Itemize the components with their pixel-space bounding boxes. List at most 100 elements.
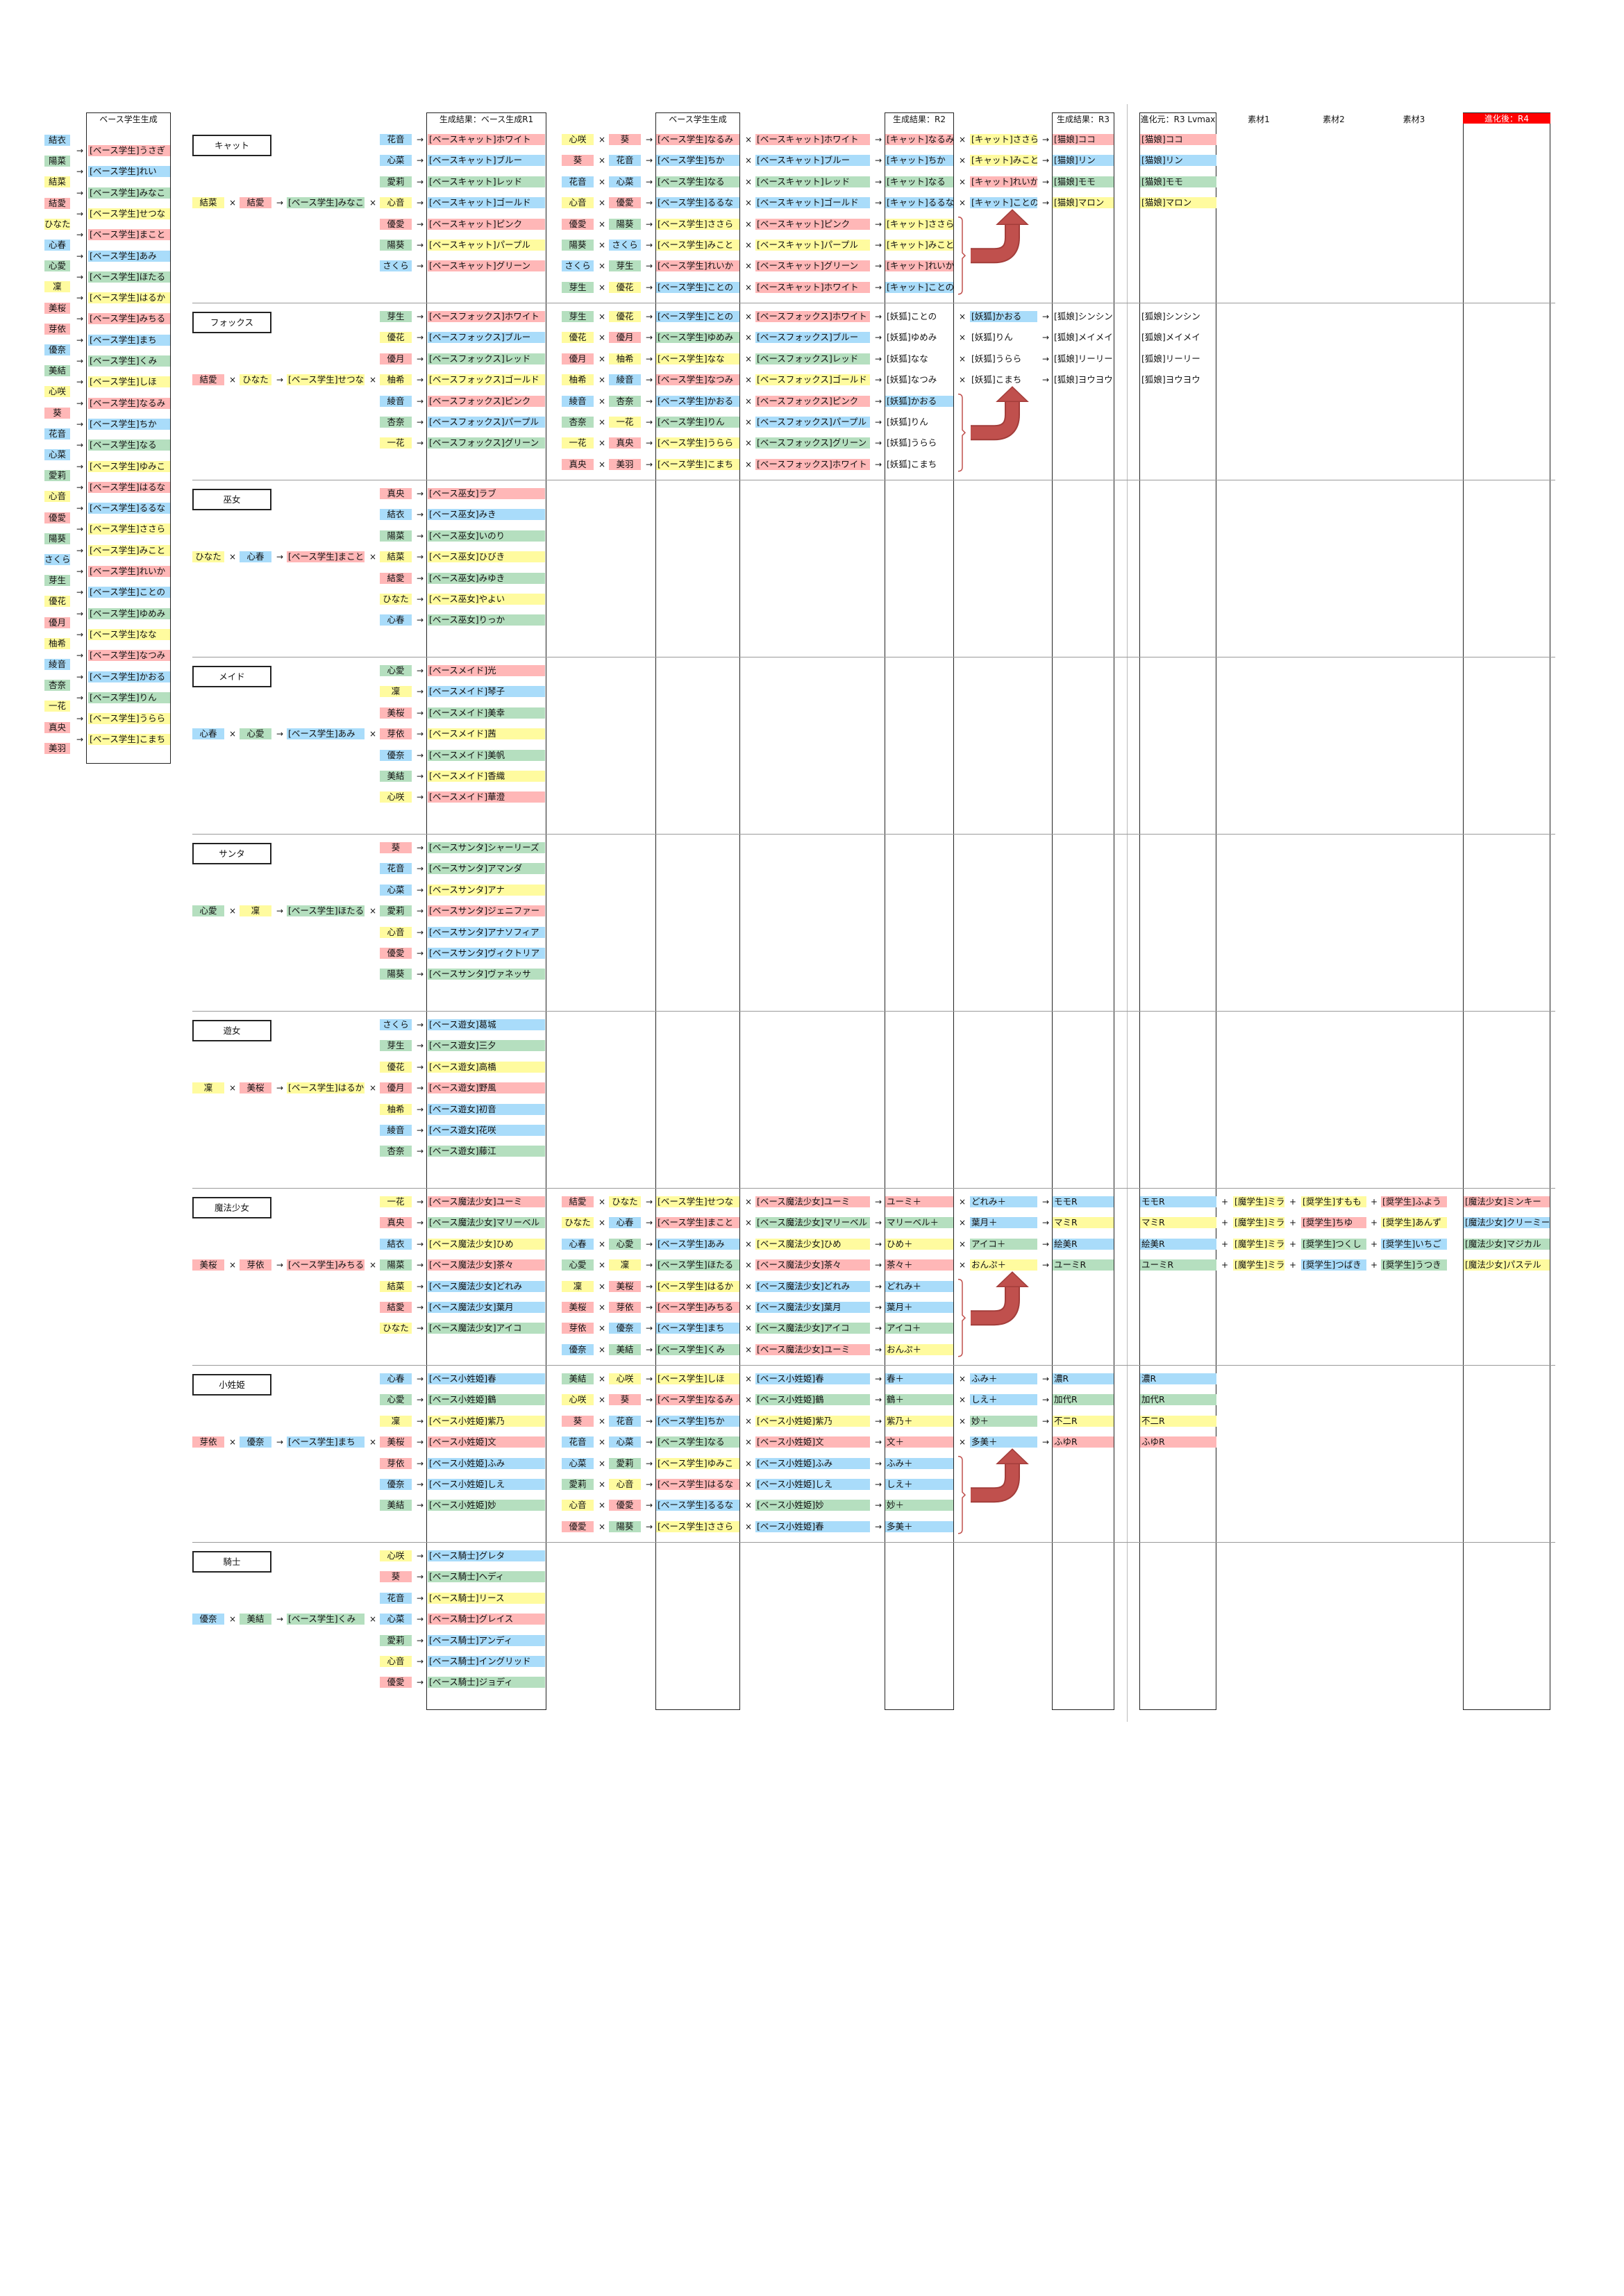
parent-a: 凜 [192, 1082, 224, 1094]
times-icon: × [598, 240, 606, 250]
times-icon: × [958, 312, 966, 321]
r2-result: [妖狐]かおる [885, 395, 953, 407]
partner-chip: 美結 [380, 1500, 412, 1511]
parent-b: 結愛 [240, 197, 271, 209]
r2-result: [キャット]ささら [885, 218, 953, 230]
base-student-result: [ベース学生]まこと [656, 1217, 739, 1229]
arrow-icon: → [76, 146, 84, 156]
arrow-icon: → [76, 440, 84, 451]
column-header-r4: 進化後：R4 [1463, 113, 1550, 124]
parent-a: 心音 [562, 197, 594, 209]
times-icon: × [744, 1521, 753, 1532]
arrow-icon: → [874, 1374, 882, 1384]
r1-result: [ベース小姓姫]春 [428, 1373, 545, 1384]
base-student-result: [ベース学生]なる [656, 176, 739, 187]
times-icon: × [598, 1416, 606, 1426]
parent-b: 美桜 [609, 1280, 641, 1292]
arrow-icon: → [416, 1302, 424, 1312]
r1-result: [ベース遊女]葛城 [428, 1019, 545, 1030]
r3-result: [猫娘]モモ [1053, 176, 1114, 187]
parent-b: 凜 [609, 1259, 641, 1271]
partner-chip: 凜 [380, 1415, 412, 1427]
r2-result: どれみ＋ [885, 1280, 953, 1292]
partner-chip: 凜 [380, 686, 412, 698]
parent-a: 芽依 [562, 1323, 594, 1334]
times-icon: × [958, 1416, 966, 1426]
partner-chip: 優愛 [380, 1677, 412, 1689]
r1-result: [ベースフォックス]パープル [428, 417, 545, 428]
plus-icon: + [1370, 1239, 1378, 1249]
arrow-icon: → [416, 510, 424, 520]
evolution-source: モモR [1140, 1196, 1216, 1207]
plus-icon: + [1221, 1197, 1229, 1207]
r2-material: アイコ＋ [970, 1238, 1037, 1250]
partner-chip: 柚希 [380, 1103, 412, 1115]
arrow-icon: → [276, 1260, 284, 1271]
times-icon: × [369, 375, 377, 385]
r1-material: [ベース魔法少女]ユーミ [755, 1343, 870, 1355]
r1-material: [ベース小姓姫]鶴 [755, 1394, 870, 1406]
section-separator [192, 1188, 1555, 1189]
arrow-icon: → [416, 396, 424, 406]
r1-material: [ベース小姓姫]ふみ [755, 1457, 870, 1469]
r3-result: モモR [1053, 1196, 1114, 1207]
times-icon: × [744, 333, 753, 343]
arrow-icon: → [874, 1323, 882, 1334]
partner-chip: 花音 [380, 863, 412, 875]
times-icon: × [958, 375, 966, 385]
times-icon: × [958, 333, 966, 343]
arrow-icon: → [416, 687, 424, 697]
arrow-icon: → [645, 1458, 653, 1468]
partner-chip: 結菜 [380, 1280, 412, 1292]
r1-result: [ベース騎士]イングリッド [428, 1656, 545, 1667]
r1-material: [ベース魔法少女]葉月 [755, 1302, 870, 1313]
base-student-result: [ベース学生]ちか [656, 155, 739, 167]
r1-material: [ベースキャット]ブルー [755, 155, 870, 167]
times-icon: × [744, 1302, 753, 1312]
partner-chip: 心咲 [380, 791, 412, 803]
times-icon: × [744, 1416, 753, 1426]
r1-result: [ベース巫女]みき [428, 509, 545, 521]
r3-result: [猫娘]ココ [1053, 134, 1114, 145]
name-chip: 真央 [44, 721, 70, 733]
partner-chip: 一花 [380, 437, 412, 449]
r3-result: [狐娘]ヨウヨウ [1054, 374, 1113, 385]
evolution-source: [狐娘]メイメイ [1141, 332, 1200, 343]
r1-material: [ベースフォックス]ブルー [755, 332, 870, 344]
partner-chip: 心咲 [380, 1550, 412, 1561]
r2-result: ふみ＋ [885, 1457, 953, 1469]
parent-a: 花音 [562, 176, 594, 187]
base-student-entry: [ベース学生]なるみ [88, 397, 170, 409]
arrow-icon: → [416, 530, 424, 541]
base-student-result: [ベース学生]るるな [656, 197, 739, 209]
r1-result: [ベースフォックス]ゴールド [428, 374, 545, 386]
r1-result: [ベースフォックス]ピンク [428, 395, 545, 407]
r2-result-column [885, 112, 954, 1710]
times-icon: × [598, 176, 606, 187]
r3-result: ユーミR [1053, 1259, 1114, 1271]
arrow-icon: → [645, 1323, 653, 1334]
arrow-icon: → [645, 1500, 653, 1511]
partner-chip: 葵 [380, 842, 412, 853]
base-student-result: [ベース学生]ささら [656, 218, 739, 230]
evolution-source: 絵美R [1140, 1238, 1216, 1250]
arrow-icon: → [645, 438, 653, 449]
base-student-result: [ベース学生]るるな [656, 1500, 739, 1511]
parent-b: 杏奈 [609, 395, 641, 407]
parent-a: 心咲 [562, 1394, 594, 1406]
base-student-result: [ベース学生]なな [656, 353, 739, 364]
base-student-result: [ベース学生]しほ [656, 1373, 739, 1384]
times-icon: × [744, 1437, 753, 1448]
arrow-icon: → [416, 353, 424, 364]
arrow-icon: → [645, 156, 653, 166]
category-title-box: 魔法少女 [192, 1196, 271, 1218]
partner-chip: 優愛 [380, 948, 412, 959]
r2-result: [キャット]なるみ [885, 134, 953, 145]
evolution-source: ユーミR [1140, 1259, 1216, 1271]
times-icon: × [744, 176, 753, 187]
arrow-icon: → [1041, 1218, 1050, 1228]
times-icon: × [744, 1395, 753, 1405]
student-list-column [86, 112, 171, 764]
name-chip: ひなた [44, 218, 70, 230]
parent-a: 杏奈 [562, 417, 594, 428]
